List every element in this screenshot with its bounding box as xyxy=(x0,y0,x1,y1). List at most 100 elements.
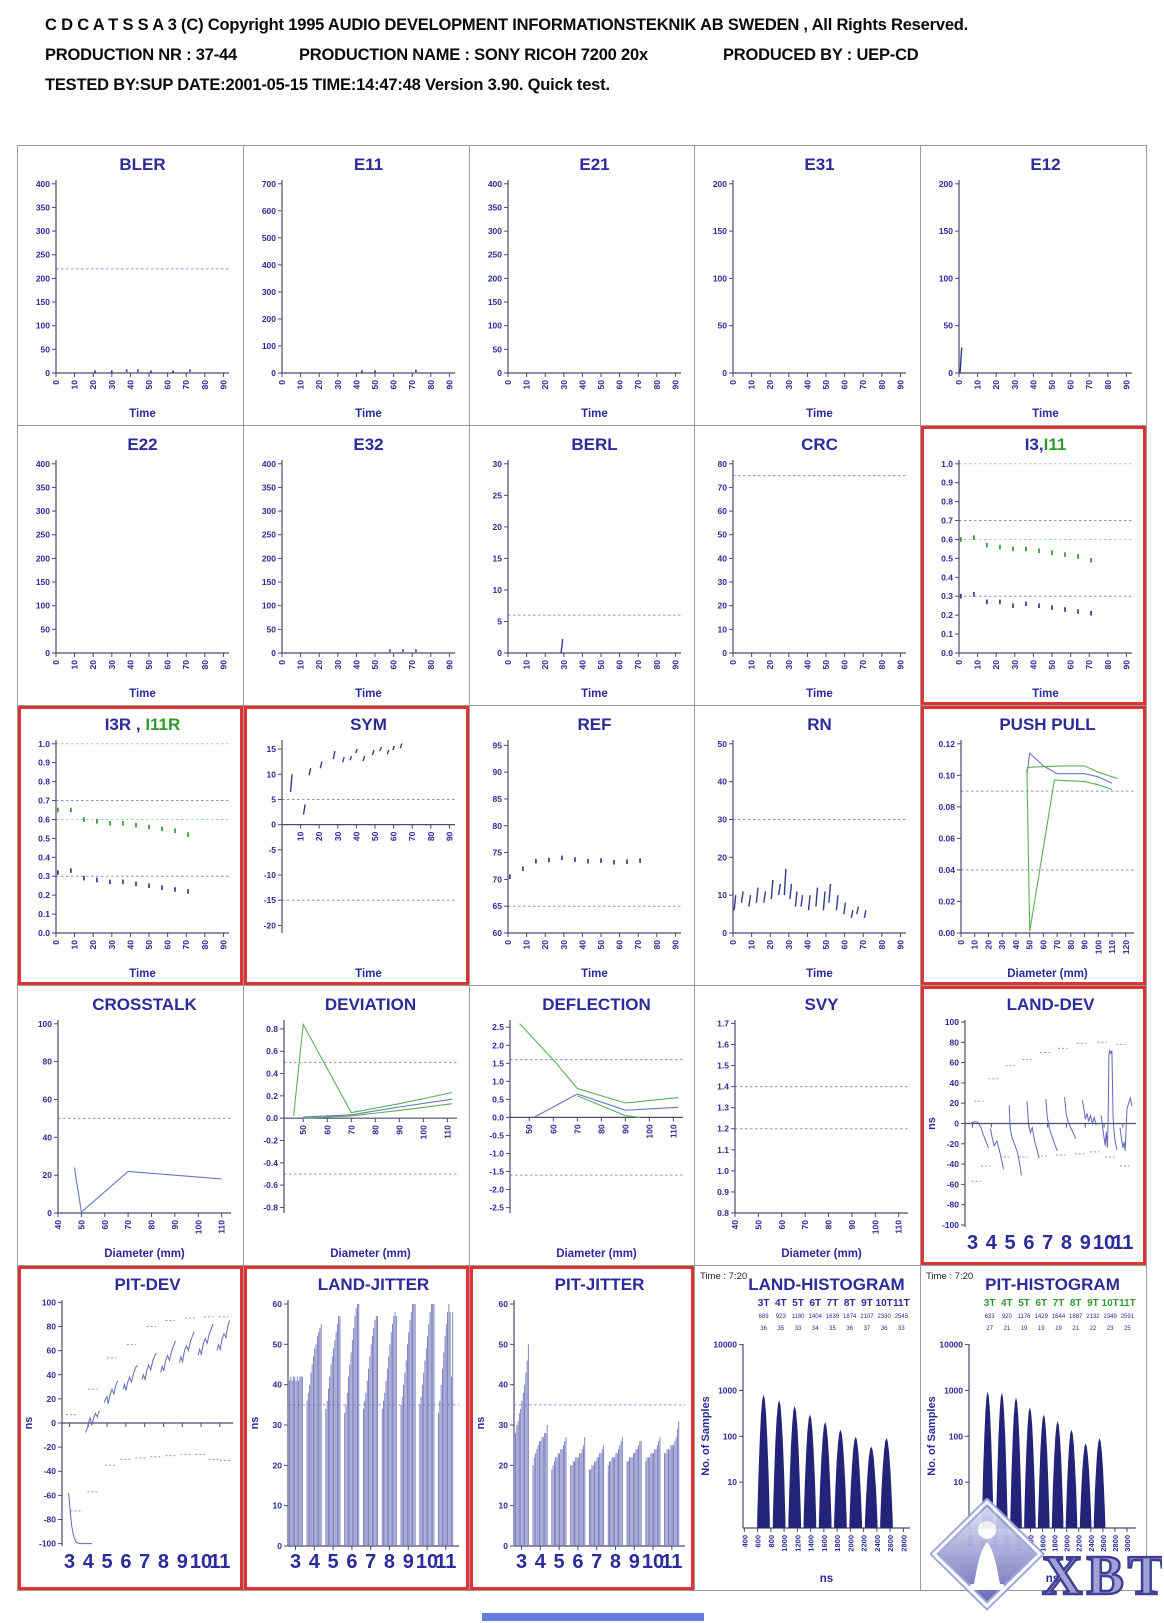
svg-text:Time : 7:20: Time : 7:20 xyxy=(700,1271,747,1282)
svg-text:40: 40 xyxy=(351,831,361,841)
svg-text:10: 10 xyxy=(728,1477,738,1487)
ixbt-i-dot xyxy=(978,1521,996,1539)
svg-text:70: 70 xyxy=(718,482,728,492)
svg-text:95: 95 xyxy=(492,740,502,750)
svg-text:20: 20 xyxy=(492,522,502,532)
svg-text:1887: 1887 xyxy=(1069,1314,1083,1320)
svg-text:0.5: 0.5 xyxy=(492,1094,504,1104)
svg-text:No. of Samples: No. of Samples xyxy=(700,1396,712,1475)
svg-text:10: 10 xyxy=(642,1551,664,1573)
svg-text:8: 8 xyxy=(384,1551,395,1573)
svg-text:7: 7 xyxy=(591,1551,602,1573)
svg-text:50: 50 xyxy=(1025,940,1035,950)
svg-text:1404: 1404 xyxy=(809,1314,823,1320)
svg-text:50: 50 xyxy=(144,380,154,390)
svg-text:20: 20 xyxy=(314,831,324,841)
svg-text:50: 50 xyxy=(498,1339,508,1349)
svg-text:633: 633 xyxy=(985,1314,996,1320)
svg-text:30: 30 xyxy=(784,380,794,390)
svg-text:60: 60 xyxy=(322,1125,332,1135)
svg-text:10: 10 xyxy=(973,380,983,390)
svg-text:90: 90 xyxy=(444,660,454,670)
svg-text:1.2: 1.2 xyxy=(718,1124,730,1134)
svg-text:0: 0 xyxy=(728,660,738,665)
svg-text:50: 50 xyxy=(944,321,954,331)
svg-text:LAND-DEV: LAND-DEV xyxy=(1007,995,1095,1014)
svg-text:10: 10 xyxy=(973,660,983,670)
chart-deviation: DEVIATION -0.8 -0.6 -0.4 -0.2 0.0 0.2 0.4 0.6 0.8… xyxy=(243,986,470,1266)
svg-text:0: 0 xyxy=(47,1208,52,1218)
svg-text:120: 120 xyxy=(1121,940,1131,954)
svg-text:65: 65 xyxy=(492,901,502,911)
svg-text:0.1: 0.1 xyxy=(38,909,50,919)
svg-text:70: 70 xyxy=(1084,380,1094,390)
svg-text:110: 110 xyxy=(442,1125,452,1139)
svg-text:PUSH PULL: PUSH PULL xyxy=(1000,715,1096,734)
svg-text:1000: 1000 xyxy=(718,1385,737,1395)
svg-text:60: 60 xyxy=(388,380,398,390)
svg-text:DEFLECTION: DEFLECTION xyxy=(542,995,651,1014)
svg-text:300: 300 xyxy=(36,506,50,516)
svg-text:80: 80 xyxy=(651,380,661,390)
svg-text:40: 40 xyxy=(351,380,361,390)
svg-text:9T: 9T xyxy=(861,1298,873,1309)
svg-text:30: 30 xyxy=(107,660,117,670)
svg-text:60: 60 xyxy=(1066,660,1076,670)
svg-text:E21: E21 xyxy=(579,155,609,174)
svg-text:3000: 3000 xyxy=(1123,1535,1132,1552)
svg-text:6T: 6T xyxy=(810,1298,822,1309)
svg-text:920: 920 xyxy=(1002,1314,1013,1320)
svg-text:60: 60 xyxy=(163,940,173,950)
svg-text:15: 15 xyxy=(266,744,276,754)
svg-text:-20: -20 xyxy=(44,1442,57,1452)
e11-plot: E11 0 100 200 300 400 500 600 700 0 10 20 30 40 50 60 70… xyxy=(262,155,455,420)
pit-histogram-plot: Time : 7:20 PIT-HISTOGRAM 3T 633 27 4T 920 21 5T… xyxy=(926,1271,1137,1585)
svg-text:40: 40 xyxy=(950,1078,960,1088)
svg-text:0.08: 0.08 xyxy=(939,802,956,812)
svg-text:Time: Time xyxy=(355,408,382,420)
svg-text:70: 70 xyxy=(1052,940,1062,950)
svg-text:30: 30 xyxy=(498,1420,508,1430)
svg-text:70: 70 xyxy=(407,831,417,841)
svg-text:0.6: 0.6 xyxy=(941,534,953,544)
svg-text:90: 90 xyxy=(170,1220,180,1230)
svg-text:30: 30 xyxy=(558,660,568,670)
svg-text:Time: Time xyxy=(129,408,156,420)
svg-text:0.02: 0.02 xyxy=(939,896,956,906)
svg-text:1600: 1600 xyxy=(1039,1535,1048,1552)
production-name: PRODUCTION NAME : SONY RICOH 7200 20x xyxy=(299,46,648,64)
svg-text:-10: -10 xyxy=(264,870,277,880)
svg-text:3: 3 xyxy=(967,1232,978,1254)
svg-text:2.0: 2.0 xyxy=(492,1040,504,1050)
svg-text:60: 60 xyxy=(43,1094,53,1104)
svg-text:60: 60 xyxy=(548,1124,558,1134)
svg-text:40: 40 xyxy=(577,660,587,670)
svg-text:100: 100 xyxy=(38,1019,52,1029)
svg-text:30: 30 xyxy=(1010,660,1020,670)
svg-text:0.8: 0.8 xyxy=(941,497,953,507)
svg-text:0.6: 0.6 xyxy=(38,814,50,824)
svg-text:-20: -20 xyxy=(264,920,277,930)
svg-text:0.8: 0.8 xyxy=(266,1024,278,1034)
svg-text:1176: 1176 xyxy=(1018,1314,1032,1320)
svg-text:50: 50 xyxy=(370,380,380,390)
svg-text:60: 60 xyxy=(388,831,398,841)
svg-text:11T: 11T xyxy=(893,1298,910,1309)
svg-text:100: 100 xyxy=(36,321,50,331)
svg-text:80: 80 xyxy=(43,1057,53,1067)
svg-text:100: 100 xyxy=(945,1017,959,1027)
svg-text:2000: 2000 xyxy=(1063,1535,1072,1552)
svg-text:5: 5 xyxy=(553,1551,564,1573)
svg-text:0.4: 0.4 xyxy=(38,852,50,862)
svg-text:90: 90 xyxy=(670,940,680,950)
svg-text:1.6: 1.6 xyxy=(718,1039,730,1049)
svg-text:70: 70 xyxy=(859,660,869,670)
svg-text:2000: 2000 xyxy=(847,1535,856,1552)
svg-text:40: 40 xyxy=(47,1370,57,1380)
svg-text:90: 90 xyxy=(1122,380,1132,390)
svg-text:250: 250 xyxy=(262,530,276,540)
svg-text:10: 10 xyxy=(70,660,80,670)
svg-text:20: 20 xyxy=(991,380,1001,390)
svg-text:400: 400 xyxy=(36,459,50,469)
svg-text:60: 60 xyxy=(1066,380,1076,390)
